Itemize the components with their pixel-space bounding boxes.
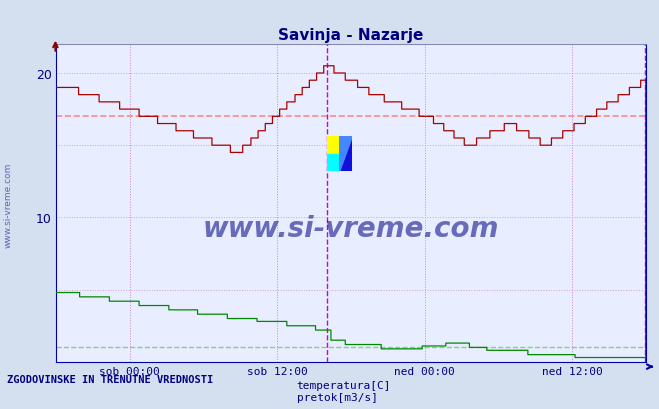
Polygon shape [340, 137, 353, 172]
Bar [328, 137, 340, 155]
Bar [328, 155, 340, 172]
Polygon shape [340, 137, 353, 172]
Text: www.si-vreme.com: www.si-vreme.com [203, 215, 499, 243]
Text: temperatura[C]: temperatura[C] [297, 380, 391, 390]
Text: www.si-vreme.com: www.si-vreme.com [3, 162, 13, 247]
Title: Savinja - Nazarje: Savinja - Nazarje [278, 27, 424, 43]
Text: pretok[m3/s]: pretok[m3/s] [297, 392, 378, 402]
Text: ZGODOVINSKE IN TRENUTNE VREDNOSTI: ZGODOVINSKE IN TRENUTNE VREDNOSTI [7, 374, 213, 384]
